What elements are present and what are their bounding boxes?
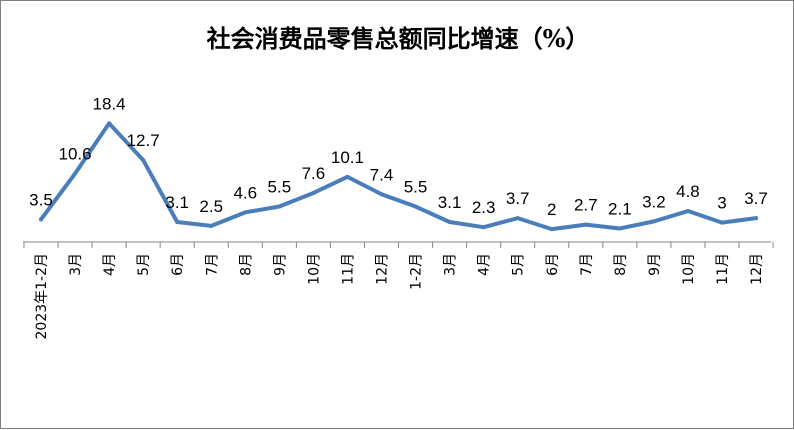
x-tick-label: 4月 <box>477 253 493 276</box>
data-point <box>583 222 588 227</box>
series-line <box>39 121 759 232</box>
data-point <box>754 216 759 221</box>
data-label: 2 <box>547 200 556 219</box>
x-tick-label: 8月 <box>238 253 254 276</box>
data-label: 3 <box>717 194 726 213</box>
data-label: 3.7 <box>744 189 768 208</box>
x-tick-label: 5月 <box>511 253 527 276</box>
x-tick-label: 3月 <box>68 253 84 276</box>
data-point <box>175 220 180 225</box>
x-tick-label: 12月 <box>749 253 765 285</box>
data-labels: 3.5 10.6 18.412.7 3.1 2.5 4.6 5.5 7.6 10.1 7.4 5.5… <box>29 94 768 232</box>
x-tick-label: 6月 <box>545 253 561 276</box>
data-point <box>447 220 452 225</box>
data-label: 2.5 <box>199 197 223 216</box>
data-label: 18.4 <box>93 94 126 113</box>
x-tick-label: 8月 <box>613 253 629 276</box>
data-point <box>141 158 146 163</box>
x-axis-ticks <box>23 242 774 248</box>
data-point <box>549 227 554 232</box>
data-point <box>277 204 282 209</box>
data-point <box>209 223 214 228</box>
data-label: 4.6 <box>233 183 257 202</box>
x-tick-label: 5月 <box>136 253 152 276</box>
data-point <box>720 220 724 225</box>
data-label: 10.6 <box>59 145 92 164</box>
x-tick-label: 1-2月 <box>409 253 425 290</box>
data-label: 7.4 <box>370 165 394 184</box>
chart-title: 社会消费品零售总额同比增速（%） <box>207 24 590 53</box>
data-label: 3.2 <box>642 192 666 211</box>
x-tick-label: 6月 <box>170 253 186 276</box>
data-label: 4.8 <box>676 182 700 201</box>
data-label: 3.7 <box>506 189 530 208</box>
data-point <box>481 225 486 230</box>
x-tick-label: 2023年1-2月 <box>34 253 50 340</box>
x-tick-label: 4月 <box>102 253 118 276</box>
data-point <box>617 226 622 231</box>
data-point <box>515 216 520 221</box>
x-tick-label: 11月 <box>340 253 356 285</box>
data-point <box>73 171 78 176</box>
x-axis-categories: 2023年1-2月 3月 4月 5月 6月 7月 8月 9月 10月 11月 12月 1-2月 3月 4月… <box>34 253 765 340</box>
data-label: 12.7 <box>127 131 160 150</box>
x-tick-label: 10月 <box>681 253 697 285</box>
data-label: 2.3 <box>472 198 496 217</box>
data-point <box>311 190 316 195</box>
x-tick-label: 9月 <box>272 253 288 276</box>
x-tick-label: 3月 <box>443 253 459 276</box>
data-label: 2.7 <box>574 196 598 215</box>
x-tick-label: 9月 <box>647 253 663 276</box>
data-label: 10.1 <box>331 148 364 167</box>
data-point <box>379 192 384 197</box>
data-label: 3.1 <box>438 193 462 212</box>
x-tick-label: 11月 <box>715 253 731 285</box>
x-tick-label: 7月 <box>204 253 220 276</box>
data-label: 3.1 <box>165 193 189 212</box>
data-point <box>651 219 656 224</box>
x-tick-label: 12月 <box>375 253 391 285</box>
data-label: 7.6 <box>302 164 326 183</box>
data-label: 3.5 <box>29 190 53 209</box>
data-label: 5.5 <box>404 178 428 197</box>
data-point <box>243 210 248 215</box>
data-point <box>39 217 43 222</box>
data-point <box>413 204 418 209</box>
x-tick-label: 7月 <box>579 253 595 276</box>
x-tick-label: 10月 <box>306 253 322 285</box>
data-point <box>345 174 350 179</box>
data-label: 2.1 <box>608 199 632 218</box>
data-point <box>685 209 690 214</box>
data-label: 5.5 <box>268 178 292 197</box>
data-point <box>107 121 112 126</box>
